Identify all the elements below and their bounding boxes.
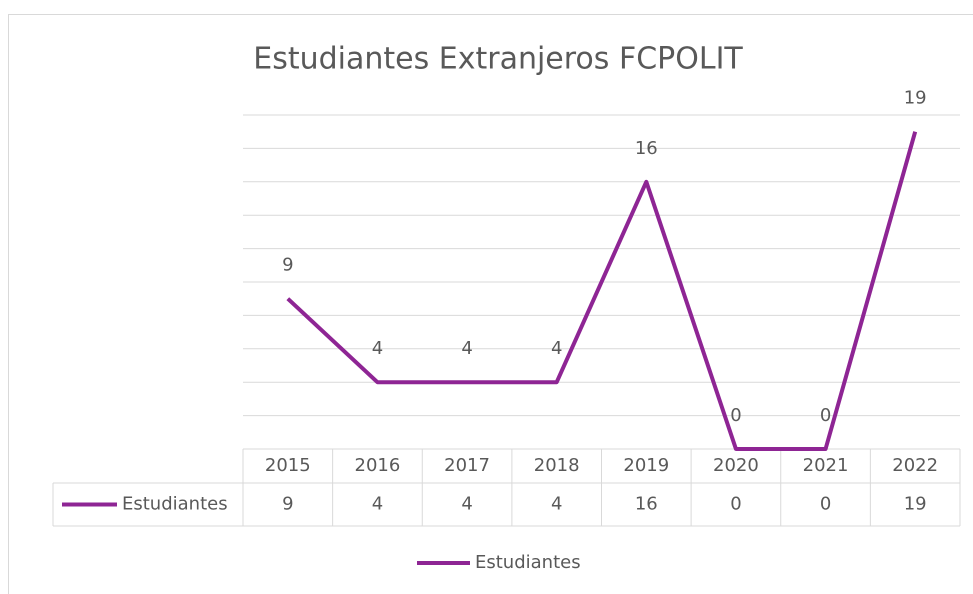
x-tick-label: 2020 (713, 455, 759, 476)
x-tick-label: 2018 (534, 455, 580, 476)
x-tick-label: 2016 (355, 455, 401, 476)
table-value: 16 (635, 494, 658, 515)
legend-label: Estudiantes (475, 552, 581, 573)
table-value: 4 (372, 494, 383, 515)
chart-border (8, 14, 973, 594)
table-series-name: Estudiantes (122, 494, 228, 515)
data-label: 0 (730, 405, 741, 426)
x-tick-label: 2017 (444, 455, 490, 476)
series-line (286, 131, 918, 451)
x-tick-label: 2021 (803, 455, 849, 476)
table-value: 9 (282, 494, 293, 515)
data-label: 9 (282, 255, 293, 276)
data-label: 0 (820, 405, 831, 426)
table-value: 19 (904, 494, 927, 515)
x-tick-label: 2019 (623, 455, 669, 476)
data-label: 16 (635, 138, 658, 159)
x-tick-label: 2015 (265, 455, 311, 476)
data-label: 4 (551, 338, 562, 359)
table-value: 4 (551, 494, 562, 515)
table-value: 0 (820, 494, 831, 515)
table-value: 4 (461, 494, 472, 515)
x-tick-label: 2022 (892, 455, 938, 476)
chart-title: Estudiantes Extranjeros FCPOLIT (253, 42, 743, 77)
data-label: 19 (904, 88, 927, 109)
data-label: 4 (372, 338, 383, 359)
table-value: 0 (730, 494, 741, 515)
data-label: 4 (461, 338, 472, 359)
